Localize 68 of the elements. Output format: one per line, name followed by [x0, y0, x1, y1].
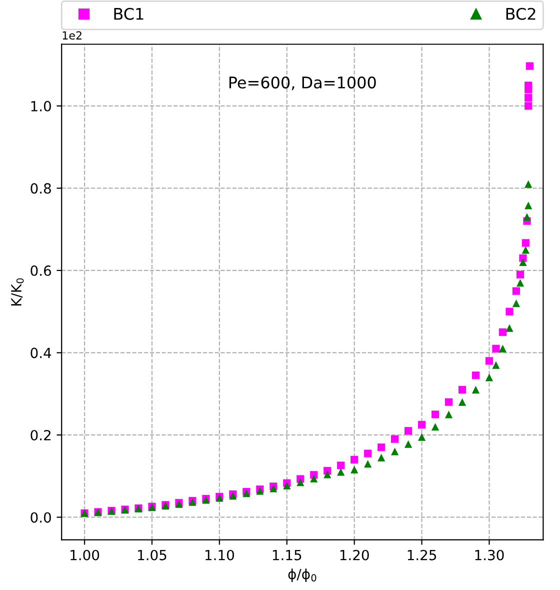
- y-tick-label: 0.6: [30, 265, 52, 276]
- point: [378, 444, 386, 452]
- point: [524, 180, 532, 188]
- y-tick-label: 0.8: [30, 183, 51, 194]
- point: [498, 344, 507, 352]
- point: [512, 300, 520, 308]
- point: [522, 246, 530, 254]
- annotation: Pe=600, Da=1000: [229, 76, 376, 90]
- point: [364, 460, 372, 468]
- x-tick-label: 1.15: [272, 550, 302, 560]
- point: [492, 344, 500, 352]
- point: [324, 470, 332, 478]
- point: [512, 287, 520, 295]
- y-tick-label: 1.0: [31, 100, 51, 112]
- x-tick-label: 1.10: [206, 550, 234, 560]
- point: [485, 357, 494, 365]
- text: 1e2: [62, 31, 82, 40]
- point: [296, 478, 304, 486]
- point: [391, 448, 399, 456]
- point: [404, 427, 412, 435]
- point: [516, 270, 524, 278]
- point: [526, 62, 534, 70]
- point: [364, 450, 372, 458]
- point: [506, 308, 514, 316]
- point: [350, 466, 358, 474]
- point: [516, 278, 524, 287]
- x-tick-label: 1.25: [408, 550, 436, 560]
- point: [519, 258, 527, 266]
- point: [472, 372, 480, 380]
- point: [310, 474, 318, 482]
- point: [444, 398, 453, 406]
- point: [498, 328, 507, 336]
- point: [391, 435, 399, 443]
- point: [458, 386, 466, 394]
- y-tick-label: 0.4: [30, 348, 52, 358]
- point: [519, 254, 527, 262]
- point: [404, 440, 412, 448]
- point: [431, 410, 440, 418]
- point: [418, 433, 426, 441]
- x-tick-label: 1.20: [340, 550, 369, 560]
- point: [337, 462, 345, 470]
- point: [506, 324, 514, 332]
- y-axis-title: K/K$_{0}$: [11, 278, 24, 306]
- legend-label: BC1: [114, 8, 144, 20]
- point: [524, 202, 532, 210]
- point: [485, 374, 494, 382]
- x-tick-label: 1.00: [70, 550, 100, 560]
- point: [523, 213, 531, 221]
- point: [524, 94, 532, 102]
- point: [492, 361, 500, 369]
- x-tick-label: 1.05: [138, 550, 166, 560]
- point: [378, 454, 386, 462]
- y-tick-label: 0.0: [30, 512, 51, 523]
- point: [337, 468, 345, 476]
- x-axis-title: ϕ/ϕ$_{0}$: [288, 568, 316, 582]
- point: [524, 102, 532, 110]
- point: [350, 456, 358, 464]
- point: [472, 386, 480, 394]
- point: [283, 482, 291, 490]
- point: [444, 410, 453, 418]
- point: [418, 420, 426, 428]
- x-tick-label: 1.30: [475, 550, 504, 560]
- point: [431, 422, 440, 431]
- y-tick-label: 0.2: [30, 430, 50, 440]
- point: [524, 82, 532, 90]
- point: [458, 398, 466, 406]
- point: [522, 239, 530, 247]
- legend-label: BC2: [506, 8, 536, 20]
